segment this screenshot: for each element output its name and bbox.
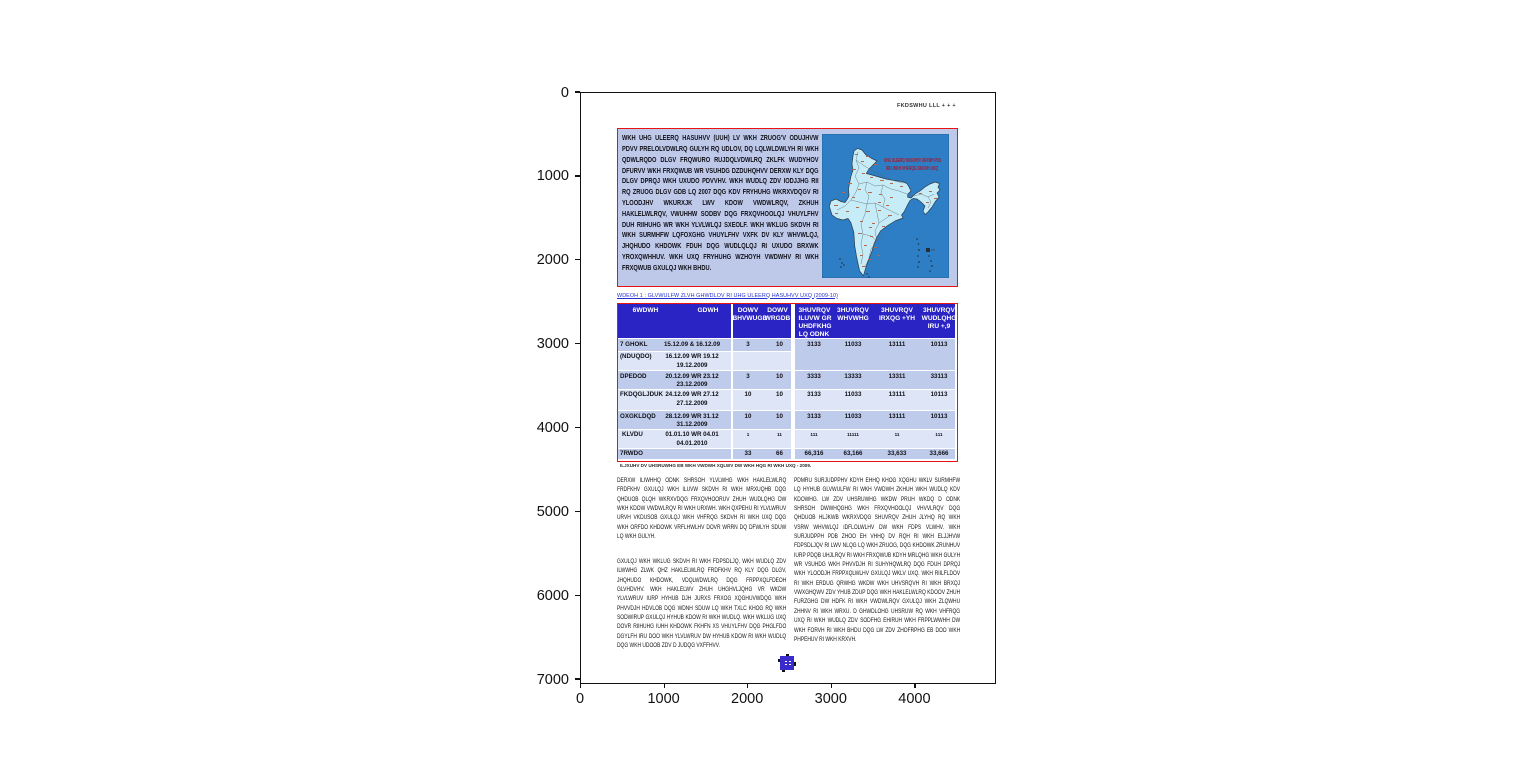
svg-text:IRU WKH VHFRQG SKDVH UXQ: IRU WKH VHFRQG SKDVH UXQ: [886, 166, 938, 172]
svg-text:UHG ULEERQ HASUHVV URXWH PDS: UHG ULEERQ HASUHVV URXWH PDS: [884, 158, 941, 164]
